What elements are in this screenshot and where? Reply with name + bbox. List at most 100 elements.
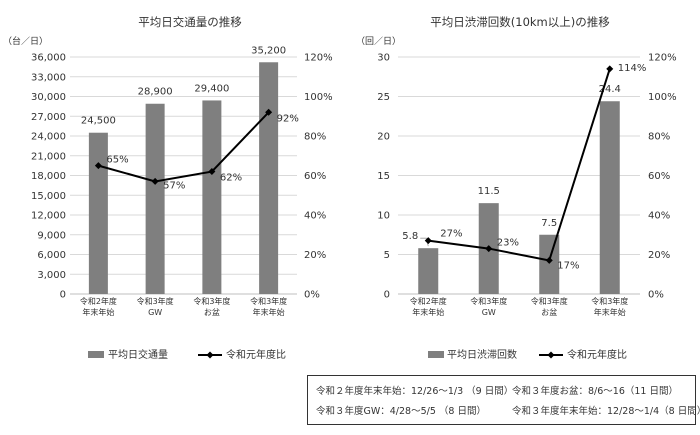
category-label-line1: 令和3年度 [137,296,174,306]
category-label-line1: 令和2年度 [80,296,117,306]
category-label-line1: 令和3年度 [531,296,568,306]
y2-tick-label: 80% [304,132,326,143]
bar [539,234,560,294]
category-label-line2: 年末年始 [253,307,285,317]
y2-tick-label: 80% [648,132,670,143]
chart-title: 平均日交通量の推移 [138,15,242,29]
category-label-line2: GW [148,308,162,317]
traffic-volume-chart: 平均日交通量の推移 （台／日） 0 3,000 6,000 9,000 12,000 15,0… [3,15,333,361]
legend-line-marker [206,351,214,359]
y-axis-unit-label: （台／日） [3,35,48,47]
bar [88,132,108,294]
y-tick-label: 6,000 [37,250,66,261]
ratio-marker [265,108,273,116]
legend-bar-swatch [428,351,444,358]
category-label-line1: 令和2年度 [410,296,447,306]
y-tick-label: 24,000 [31,132,66,143]
category-label-line1: 令和3年度 [193,296,230,306]
y-tick-label: 27,000 [31,112,66,123]
note-r3-year-end: 令和３年度年末年始：12/28～1/4（8 日間） [512,406,700,417]
ratio-value-label: 17% [557,260,579,271]
bar-value-label: 29,400 [194,83,229,94]
bar [418,248,439,294]
ratio-line [98,111,270,183]
y-tick-label: 0 [60,290,66,301]
bar-value-label: 24,500 [81,116,116,127]
y2-tick-label: 120% [304,53,333,64]
category-label-line1: 令和3年度 [591,296,628,306]
y-tick-label: 5 [384,250,390,261]
legend-line-label: 令和元年度比 [567,348,627,361]
bar-value-label: 28,900 [138,87,173,98]
ratio-marker [424,237,432,245]
bar [202,100,222,294]
y-tick-label: 21,000 [31,151,66,162]
y2-tick-label: 20% [648,250,670,261]
ratio-value-label: 57% [163,180,185,191]
bar [599,101,620,295]
note-r3-obon: 令和３年度お盆：8/6～16（11 日間） [512,386,678,397]
ratio-marker [606,65,614,73]
ratio-marker [151,177,159,185]
ratio-value-label: 62% [220,173,242,184]
y2-tick-label: 100% [304,92,333,103]
y-tick-label: 15,000 [31,191,66,202]
bar [259,62,279,295]
ratio-value-label: 23% [497,238,519,249]
y-tick-label: 36,000 [31,53,66,64]
y-tick-label: 3,000 [37,270,66,281]
period-notes-box: 令和２年度年末年始：12/26～1/3 （9 日間） 令和３年度お盆：8/6～1… [307,375,700,425]
y-axis-unit-label: （回／日） [356,36,401,47]
y2-tick-label: 120% [648,53,677,64]
ratio-marker [485,245,493,253]
category-label-line2: 年末年始 [412,307,444,317]
note-r3-gw: 令和３年度GW：4/28～5/5 （8 日間） [316,406,486,417]
y-tick-label: 10 [377,211,390,222]
ratio-value-label: 27% [440,229,462,240]
ratio-marker [94,162,102,170]
congestion-count-chart: 平均日渋滞回数(10km以上)の推移 （回／日） 0 5 10 15 20 25 30 0% 20%… [356,15,677,361]
y-tick-label: 30,000 [31,92,66,103]
category-label-line2: GW [482,308,496,317]
bar-value-label: 24.4 [599,84,621,95]
y2-tick-label: 40% [304,211,326,222]
legend-bar-label: 平均日渋滞回数 [447,348,517,361]
y-tick-label: 25 [377,92,390,103]
bar-label-leader [420,237,429,247]
y-tick-label: 30 [377,53,390,64]
category-label-line1: 令和3年度 [470,296,507,306]
note-r2-year-end: 令和２年度年末年始：12/26～1/3 （9 日間） [316,386,514,397]
legend-line-marker [547,351,555,359]
y2-tick-label: 0% [304,290,320,301]
category-label-line2: お盆 [204,307,220,317]
legend-bar-label: 平均日交通量 [108,348,168,361]
y2-tick-label: 60% [304,171,326,182]
ratio-value-label: 114% [618,63,647,74]
bar [145,103,165,294]
bar-value-label: 5.8 [402,231,418,242]
ratio-value-label: 65% [106,155,128,166]
ratio-value-label: 92% [277,113,299,124]
y-tick-label: 20 [377,132,390,143]
category-label-line2: 年末年始 [594,307,626,317]
y2-tick-label: 100% [648,92,677,103]
legend-bar-swatch [88,351,104,358]
bar-value-label: 7.5 [541,218,557,229]
ratio-marker [545,256,553,264]
ratio-marker [208,168,216,176]
y-tick-label: 33,000 [31,72,66,83]
y2-tick-label: 40% [648,211,670,222]
y-tick-label: 9,000 [37,230,66,241]
bar-value-label: 11.5 [478,186,500,197]
category-label-line2: 年末年始 [82,307,114,317]
y-tick-label: 0 [384,290,390,301]
y-tick-label: 15 [377,171,390,182]
category-label-line2: お盆 [541,307,557,317]
category-label-line1: 令和3年度 [250,296,287,306]
ratio-line [428,68,611,262]
y2-tick-label: 60% [648,171,670,182]
y-tick-label: 12,000 [31,211,66,222]
bar-value-label: 35,200 [251,45,286,56]
chart-title: 平均日渋滞回数(10km以上)の推移 [430,15,610,29]
